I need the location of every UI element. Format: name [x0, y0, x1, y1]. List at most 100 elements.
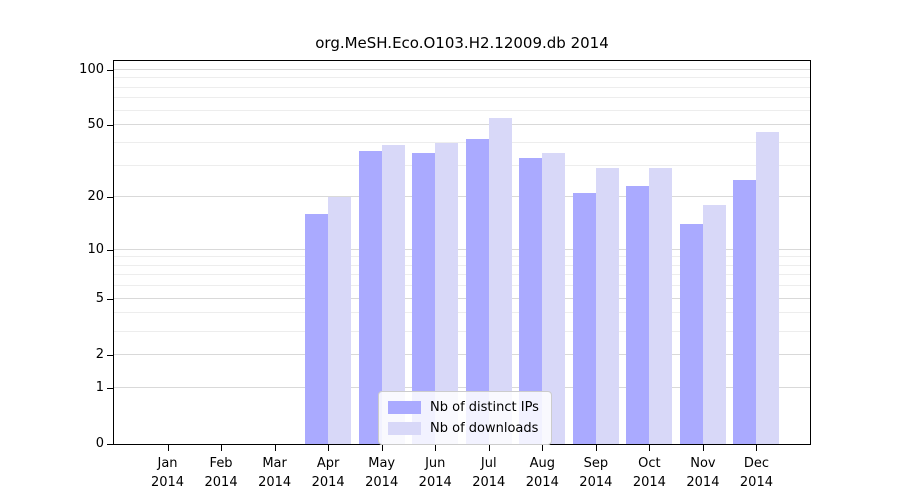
x-tick-month-nov: Nov	[690, 456, 716, 471]
x-tick-label-feb: Feb 2014	[189, 454, 253, 492]
x-tick-label-jul: Jul 2014	[457, 454, 521, 492]
y-tick-label-2: 2	[95, 346, 104, 362]
y-tick-label-1: 1	[95, 379, 104, 395]
bar-distinct-ips-jul	[465, 138, 489, 444]
y-tick-5	[107, 298, 113, 300]
x-tick-label-jun: Jun 2014	[403, 454, 467, 492]
gridline-minor-8	[114, 264, 810, 266]
x-tick-year-aug: 2014	[525, 475, 559, 490]
bar-distinct-ips-jun	[412, 153, 436, 444]
bar-downloads-apr	[328, 197, 352, 444]
gridline-minor-40	[114, 141, 810, 143]
bar-distinct-ips-sep	[572, 193, 596, 444]
y-tick-10	[107, 249, 113, 251]
bar-downloads-oct	[649, 168, 673, 444]
legend-swatch-downloads	[388, 422, 421, 435]
x-tick-year-may: 2014	[365, 475, 399, 490]
gridline-minor-60	[114, 109, 810, 111]
bar-distinct-ips-may	[358, 151, 382, 444]
bar-distinct-ips-aug	[519, 158, 543, 444]
x-tick-jan	[167, 445, 169, 451]
bar-downloads-jul	[488, 117, 512, 444]
x-tick-jun	[435, 445, 437, 451]
x-tick-mar	[274, 445, 276, 451]
y-tick-50	[107, 125, 113, 127]
x-tick-apr	[328, 445, 330, 451]
x-tick-year-sep: 2014	[579, 475, 613, 490]
y-tick-label-10: 10	[87, 241, 104, 257]
bar-downloads-dec	[756, 131, 780, 444]
x-tick-year-nov: 2014	[686, 475, 720, 490]
x-tick-label-aug: Aug 2014	[510, 454, 574, 492]
x-tick-year-oct: 2014	[632, 475, 666, 490]
x-tick-year-mar: 2014	[258, 475, 292, 490]
x-tick-month-jul: Jul	[480, 456, 497, 471]
y-tick-100	[107, 69, 113, 71]
y-tick-label-20: 20	[87, 189, 104, 205]
bar-downloads-nov	[702, 205, 726, 444]
y-tick-1	[107, 387, 113, 389]
bar-downloads-may	[381, 144, 405, 444]
gridline-major-20	[114, 196, 810, 198]
x-tick-label-may: May 2014	[350, 454, 414, 492]
x-tick-label-mar: Mar 2014	[243, 454, 307, 492]
chart-title: org.MeSH.Eco.O103.H2.12009.db 2014	[315, 34, 609, 52]
gridline-minor-90	[114, 77, 810, 79]
x-tick-month-aug: Aug	[529, 456, 555, 471]
gridline-major-5	[114, 297, 810, 299]
x-tick-oct	[649, 445, 651, 451]
x-tick-year-dec: 2014	[739, 475, 773, 490]
legend-swatch-distinct-ips	[388, 401, 421, 414]
x-tick-jul	[488, 445, 490, 451]
x-tick-sep	[595, 445, 597, 451]
gridline-major-1	[114, 386, 810, 388]
legend: Nb of distinct IPs Nb of downloads	[378, 391, 552, 445]
x-tick-month-jan: Jan	[157, 456, 178, 471]
bar-distinct-ips-nov	[679, 224, 703, 444]
bar-distinct-ips-dec	[733, 179, 757, 444]
x-tick-month-feb: Feb	[209, 456, 233, 471]
y-tick-label-50: 50	[87, 117, 104, 133]
x-tick-month-mar: Mar	[262, 456, 287, 471]
y-tick-0	[107, 444, 113, 445]
gridline-minor-3	[114, 330, 810, 332]
gridline-minor-9	[114, 256, 810, 258]
x-tick-month-apr: Apr	[316, 456, 340, 471]
bar-downloads-sep	[595, 168, 619, 444]
x-tick-month-sep: Sep	[583, 456, 609, 471]
y-tick-2	[107, 354, 113, 356]
gridline-minor-80	[114, 86, 810, 88]
x-tick-label-dec: Dec 2014	[724, 454, 788, 492]
x-tick-year-feb: 2014	[204, 475, 238, 490]
x-tick-aug	[542, 445, 544, 451]
gridline-minor-30	[114, 164, 810, 166]
x-tick-year-apr: 2014	[311, 475, 345, 490]
plot-area: Nb of distinct IPs Nb of downloads	[113, 60, 811, 445]
bar-distinct-ips-oct	[626, 186, 650, 444]
gridline-minor-7	[114, 274, 810, 276]
x-tick-year-jan: 2014	[150, 475, 185, 490]
x-tick-month-jun: Jun	[425, 456, 446, 471]
legend-item-distinct-ips: Nb of distinct IPs	[388, 397, 539, 418]
y-tick-label-5: 5	[95, 290, 104, 306]
x-tick-nov	[702, 445, 704, 451]
x-tick-label-apr: Apr 2014	[296, 454, 360, 492]
x-tick-feb	[221, 445, 223, 451]
bar-distinct-ips-apr	[305, 214, 329, 444]
y-tick-20	[107, 197, 113, 199]
legend-label-downloads: Nb of downloads	[430, 421, 539, 436]
y-tick-label-100: 100	[79, 61, 104, 77]
gridline-major-10	[114, 248, 810, 250]
x-tick-month-may: May	[368, 456, 396, 471]
gridline-minor-70	[114, 97, 810, 99]
x-tick-may	[381, 445, 383, 451]
x-tick-month-oct: Oct	[638, 456, 661, 471]
x-tick-dec	[756, 445, 758, 451]
legend-item-downloads: Nb of downloads	[388, 418, 539, 439]
x-tick-year-jul: 2014	[472, 475, 506, 490]
gridline-minor-4	[114, 312, 810, 314]
gridline-major-2	[114, 353, 810, 355]
y-tick-label-0: 0	[95, 436, 104, 451]
gridline-major-50	[114, 124, 810, 126]
